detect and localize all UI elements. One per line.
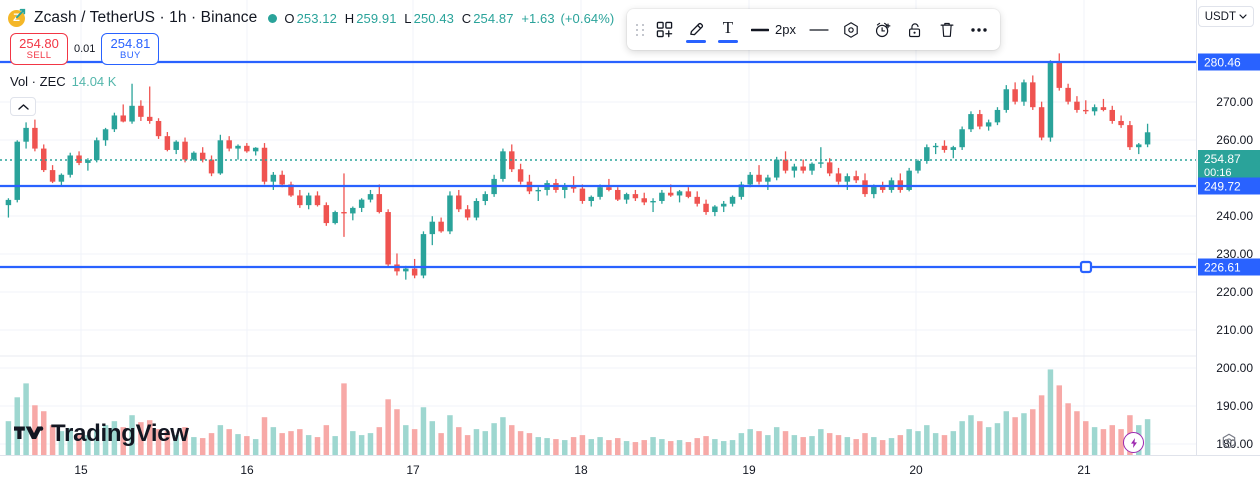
current-price-badge[interactable]: 254.87 00:16 [1198, 150, 1260, 182]
time-tick: 19 [742, 463, 756, 477]
volume-title: Vol · ZEC [10, 74, 66, 89]
buy-sell-widget: 254.80 SELL 0.01 254.81 BUY [10, 33, 160, 65]
candlestick-series [5, 53, 1151, 455]
badge-price: 254.87 [1204, 151, 1241, 166]
symbol-title[interactable]: Zcash / TetherUS · 1h · Binance [34, 9, 258, 26]
badge-price: 280.46 [1204, 55, 1241, 69]
line-style-icon [809, 28, 829, 31]
text-color-swatch [718, 40, 738, 43]
time-tick: 21 [1077, 463, 1091, 477]
delete-button[interactable] [932, 13, 962, 46]
zcash-arrow-icon [16, 8, 26, 18]
price-tick: 240.00 [1216, 209, 1253, 223]
ohlc-c-value: 254.87 [473, 10, 514, 26]
price-tick: 220.00 [1216, 285, 1253, 299]
text-tool-label: T [722, 18, 734, 37]
badge-countdown: 00:16 [1204, 166, 1232, 179]
unlock-icon [908, 22, 921, 37]
price-tick: 230.00 [1216, 247, 1253, 261]
drag-grip-icon[interactable] [633, 13, 647, 46]
drawing-toolbar[interactable]: T 2px [627, 9, 1000, 50]
sell-price: 254.80 [19, 36, 59, 52]
lightning-replay-icon [1130, 437, 1137, 448]
symbol-legend: Zcash / TetherUS · 1h · Binance O253.12 … [8, 8, 616, 28]
time-tick: 15 [74, 463, 88, 477]
buy-price: 254.81 [110, 36, 151, 52]
pencil-color-swatch [686, 40, 706, 43]
thick-line-icon [751, 28, 769, 31]
price-tick: 190.00 [1216, 399, 1253, 413]
buy-label: BUY [120, 49, 141, 61]
time-scale[interactable]: 15 16 17 18 19 20 21 [0, 455, 1260, 483]
more-options-icon [971, 27, 987, 32]
text-tool-button[interactable]: T [713, 13, 743, 46]
line-width-button[interactable]: 2px [745, 13, 802, 46]
volume-legend[interactable]: Vol · ZEC 14.04 K [10, 74, 116, 89]
chart-overlays [0, 60, 1196, 274]
chevron-up-icon [17, 103, 29, 110]
market-open-dot-icon [268, 13, 278, 23]
templates-icon[interactable] [649, 13, 679, 46]
settings-button[interactable] [836, 13, 866, 46]
sell-label: SELL [26, 49, 52, 61]
sell-button[interactable]: 254.80 SELL [10, 33, 68, 65]
price-tick: 200.00 [1216, 361, 1253, 375]
ohlc-l-value: 250.43 [413, 10, 454, 26]
time-tick: 16 [240, 463, 254, 477]
chart-canvas-area[interactable] [0, 0, 1196, 455]
badge-price: 226.61 [1204, 260, 1241, 274]
badge-price: 249.72 [1204, 179, 1241, 193]
price-tick: 260.00 [1216, 133, 1253, 147]
currency-unit-selector[interactable]: USDT [1197, 6, 1254, 27]
ohlc-h-label: H [344, 10, 355, 26]
level-price-badge[interactable]: 226.61 [1198, 258, 1260, 276]
ohlc-o-value: 253.12 [296, 10, 337, 26]
price-scale-settings-icon[interactable] [1220, 432, 1238, 450]
line-style-button[interactable] [804, 13, 834, 46]
ohlc-values: O 253.12 H 259.91 L 250.43 C 254.87 +1.63 (+… [284, 11, 616, 26]
ohlc-change: +1.63 [521, 10, 555, 26]
ohlc-o-label: O [284, 10, 295, 26]
ohlc-h-value: 259.91 [356, 10, 397, 26]
volume-value: 14.04 K [71, 74, 117, 89]
ohlc-l-label: L [404, 10, 412, 26]
level-price-badge[interactable]: 280.46 [1198, 53, 1260, 71]
level-price-badge[interactable]: 249.72 [1198, 177, 1260, 195]
collapse-pane-button[interactable] [10, 97, 36, 116]
price-tick: 270.00 [1216, 95, 1253, 109]
chart-gridlines [0, 0, 1196, 455]
time-tick: 18 [574, 463, 588, 477]
add-alert-button[interactable] [868, 13, 898, 46]
line-width-label: 2px [775, 22, 796, 37]
add-alert-icon [875, 22, 891, 37]
more-options-button[interactable] [964, 13, 994, 46]
spread-value: 0.01 [74, 43, 96, 55]
buy-button[interactable]: 254.81 BUY [101, 33, 160, 65]
ohlc-change-pct: (+0.64%) [560, 10, 615, 26]
chevron-down-icon [1239, 14, 1247, 19]
trash-icon [940, 22, 954, 37]
price-scale[interactable]: USDT 270.00 260.00 240.00 230.00 220.00 210.0… [1196, 0, 1260, 455]
lock-button[interactable] [900, 13, 930, 46]
price-tick: 210.00 [1216, 323, 1253, 337]
settings-hexagon-icon [844, 21, 858, 38]
time-tick: 20 [909, 463, 923, 477]
time-tick: 17 [406, 463, 420, 477]
pencil-color-button[interactable] [681, 13, 711, 46]
lightning-replay-button[interactable] [1123, 432, 1144, 453]
currency-unit-label: USDT [1204, 10, 1236, 23]
ohlc-c-label: C [461, 10, 472, 26]
